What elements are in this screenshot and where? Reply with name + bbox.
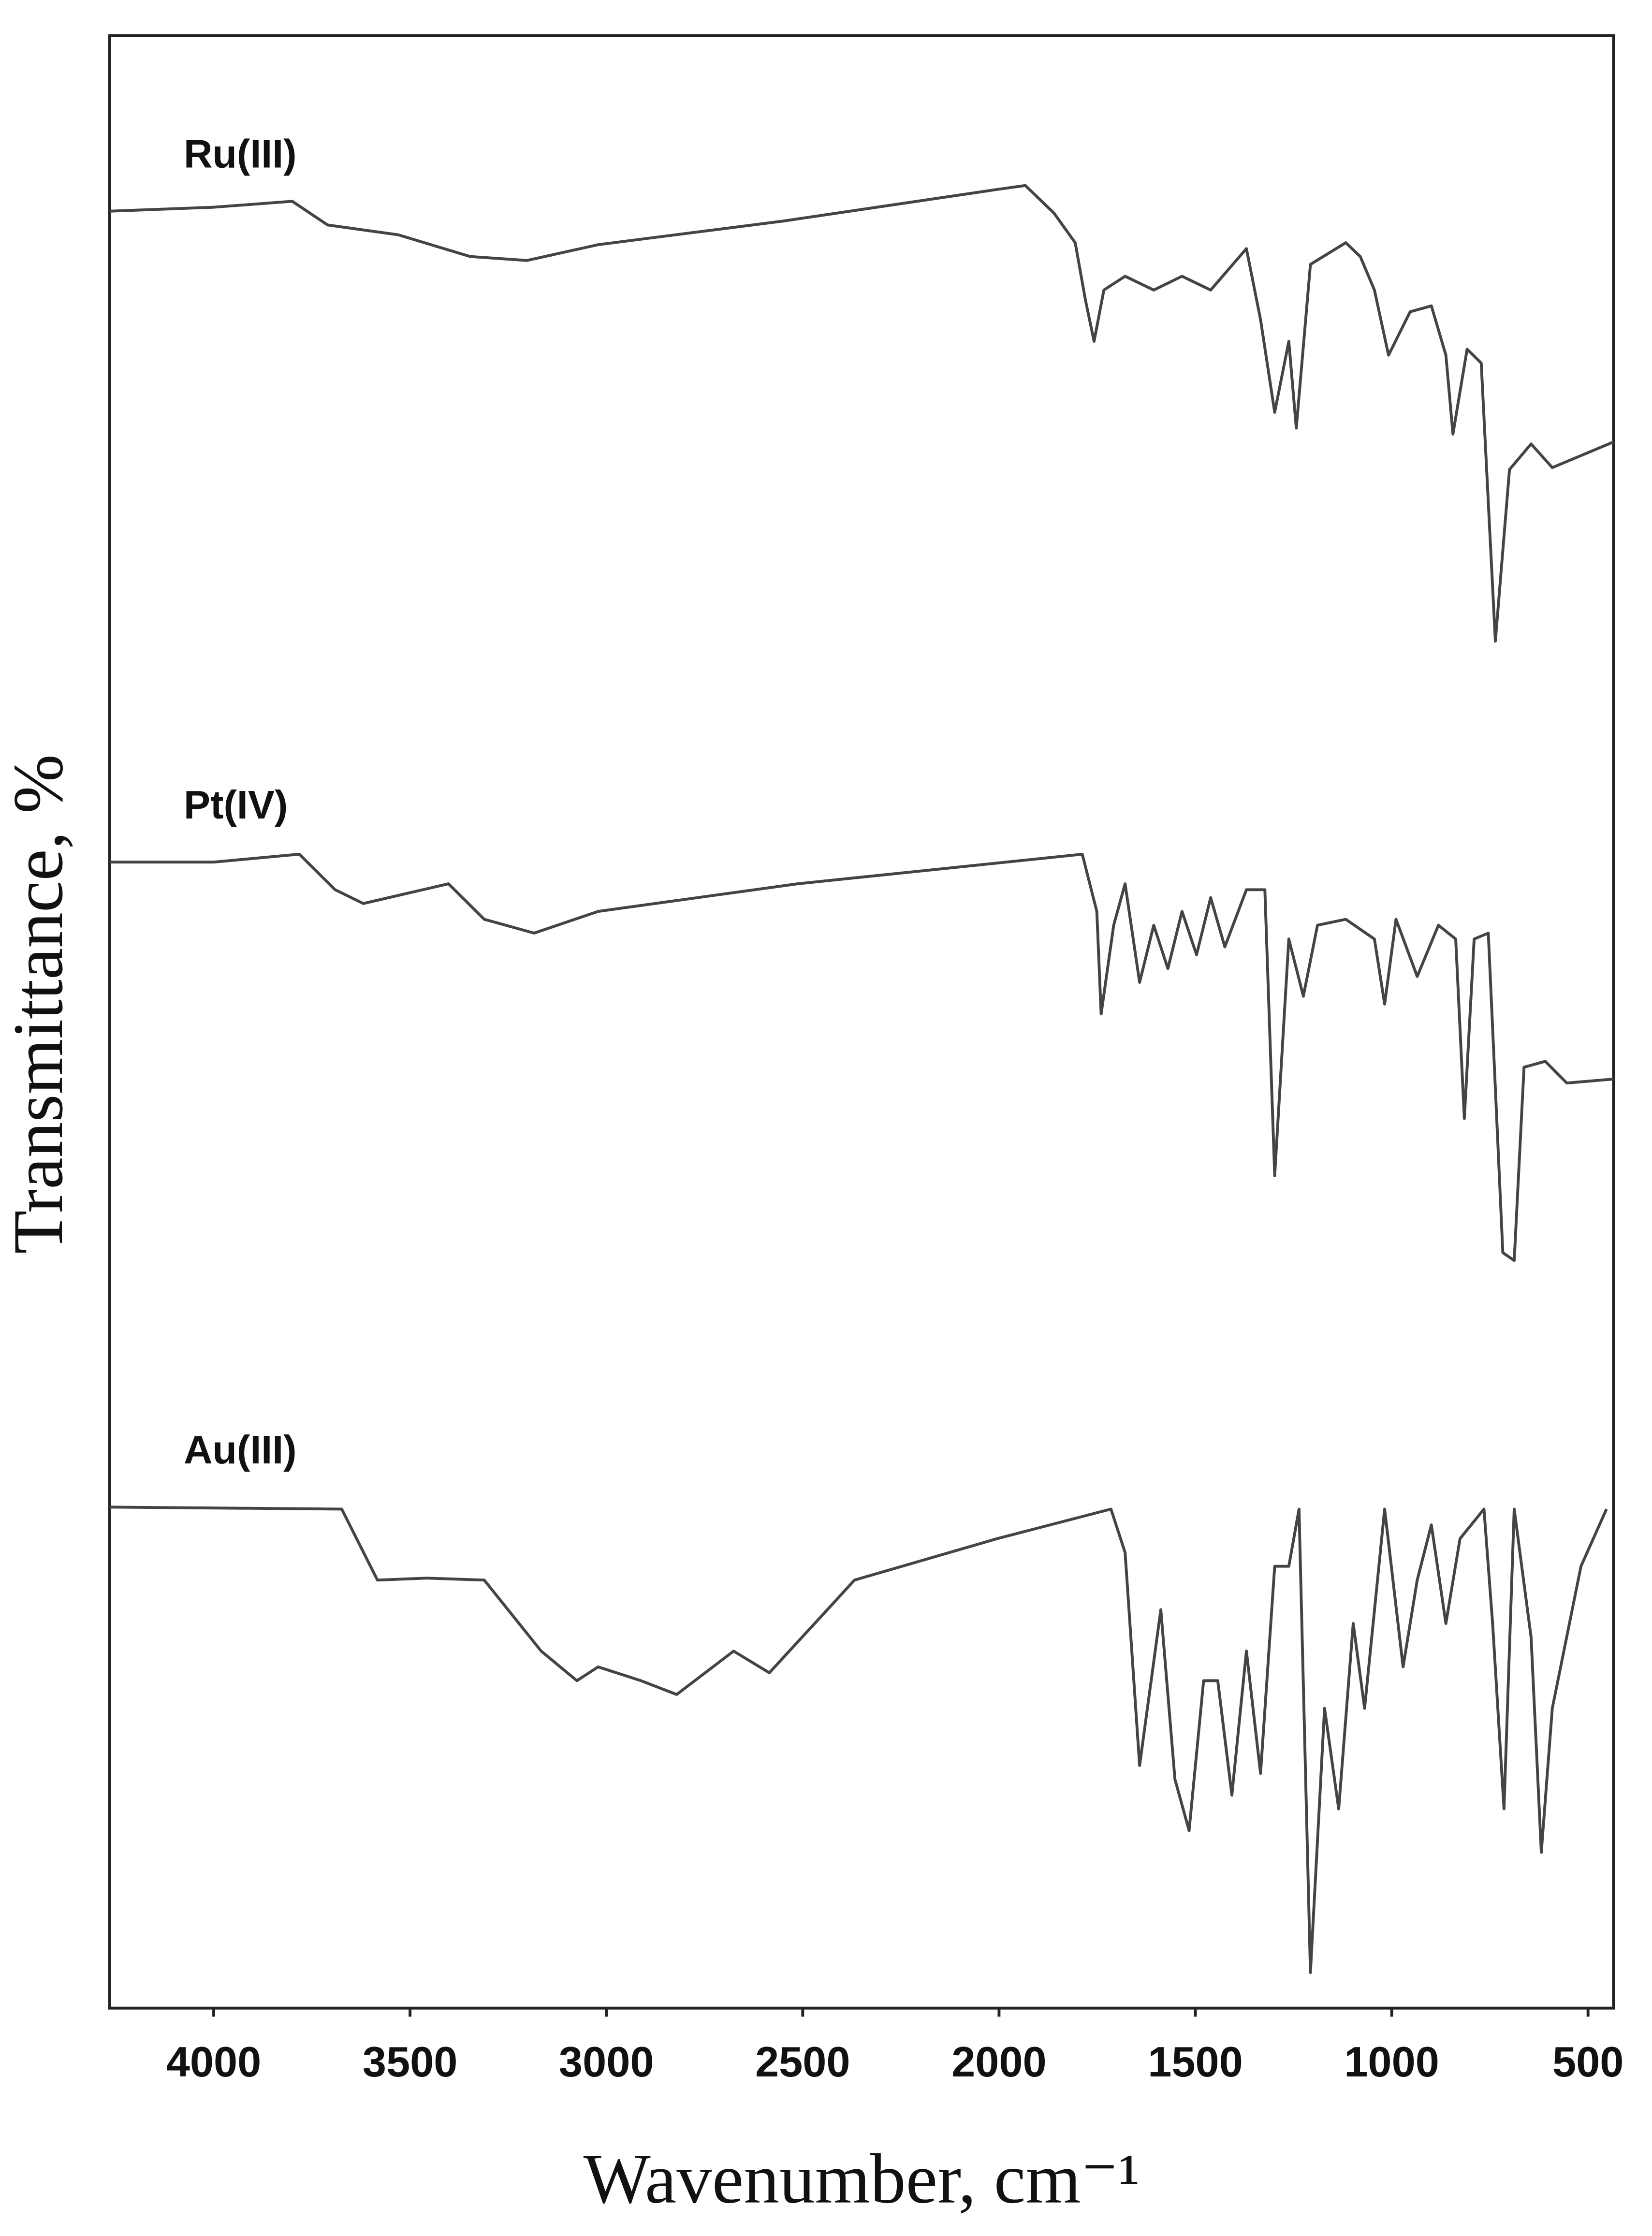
x-axis-title: Wavenumber, cm⁻¹ [584,2139,1140,2218]
x-tick-label: 500 [1552,2038,1623,2086]
spectrum-line [109,1505,1608,1974]
series-label: Ru(III) [184,132,297,176]
spectrum-line [109,184,1614,643]
series-label: Pt(IV) [184,783,288,827]
series-label: Au(III) [184,1428,297,1472]
x-tick-label: 1500 [1148,2038,1243,2086]
x-tick-label: 3000 [559,2038,654,2086]
plot-frame [108,34,1615,2010]
x-tick-label: 1000 [1344,2038,1439,2086]
y-axis-title: Transmittance, % [0,754,77,1254]
x-tick-label: 2000 [951,2038,1047,2086]
x-tick-label: 4000 [166,2038,262,2086]
x-tick-label: 2500 [755,2038,850,2086]
spectrum-line [109,852,1614,1262]
x-tick-label: 3500 [363,2038,458,2086]
